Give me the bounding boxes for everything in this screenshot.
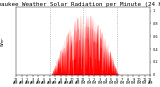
Title: Milwaukee Weather Solar Radiation per Minute (24 Hours): Milwaukee Weather Solar Radiation per Mi…: [0, 2, 160, 7]
Text: W/m²: W/m²: [1, 36, 5, 46]
